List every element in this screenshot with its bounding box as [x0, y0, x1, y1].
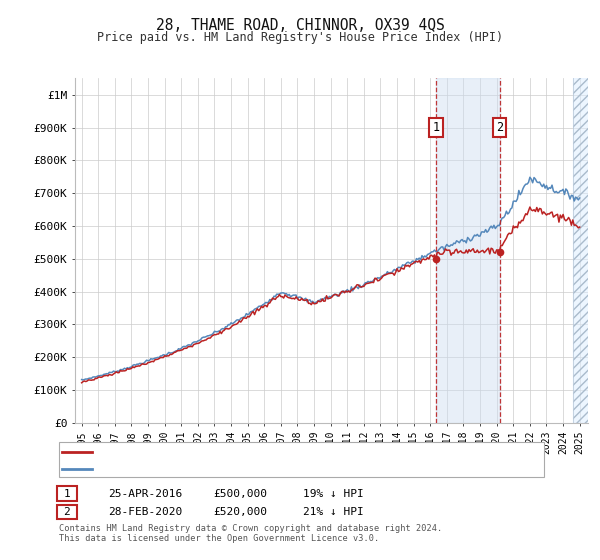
Text: £500,000: £500,000: [213, 489, 267, 499]
Text: HPI: Average price, detached house, South Oxfordshire: HPI: Average price, detached house, Sout…: [101, 464, 432, 474]
Text: 19% ↓ HPI: 19% ↓ HPI: [303, 489, 364, 499]
Text: 2: 2: [496, 121, 503, 134]
Text: 1: 1: [64, 489, 70, 499]
Text: 28-FEB-2020: 28-FEB-2020: [108, 507, 182, 517]
Text: 28, THAME ROAD, CHINNOR, OX39 4QS (detached house): 28, THAME ROAD, CHINNOR, OX39 4QS (detac…: [101, 447, 413, 457]
Text: 2: 2: [64, 507, 70, 517]
Text: 1: 1: [432, 121, 439, 134]
Text: 25-APR-2016: 25-APR-2016: [108, 489, 182, 499]
Text: 28, THAME ROAD, CHINNOR, OX39 4QS: 28, THAME ROAD, CHINNOR, OX39 4QS: [155, 18, 445, 33]
Text: Price paid vs. HM Land Registry's House Price Index (HPI): Price paid vs. HM Land Registry's House …: [97, 31, 503, 44]
Bar: [573, 78, 590, 423]
Text: 21% ↓ HPI: 21% ↓ HPI: [303, 507, 364, 517]
Bar: [436, 78, 500, 423]
Text: £520,000: £520,000: [213, 507, 267, 517]
Text: Contains HM Land Registry data © Crown copyright and database right 2024.
This d: Contains HM Land Registry data © Crown c…: [59, 524, 442, 543]
